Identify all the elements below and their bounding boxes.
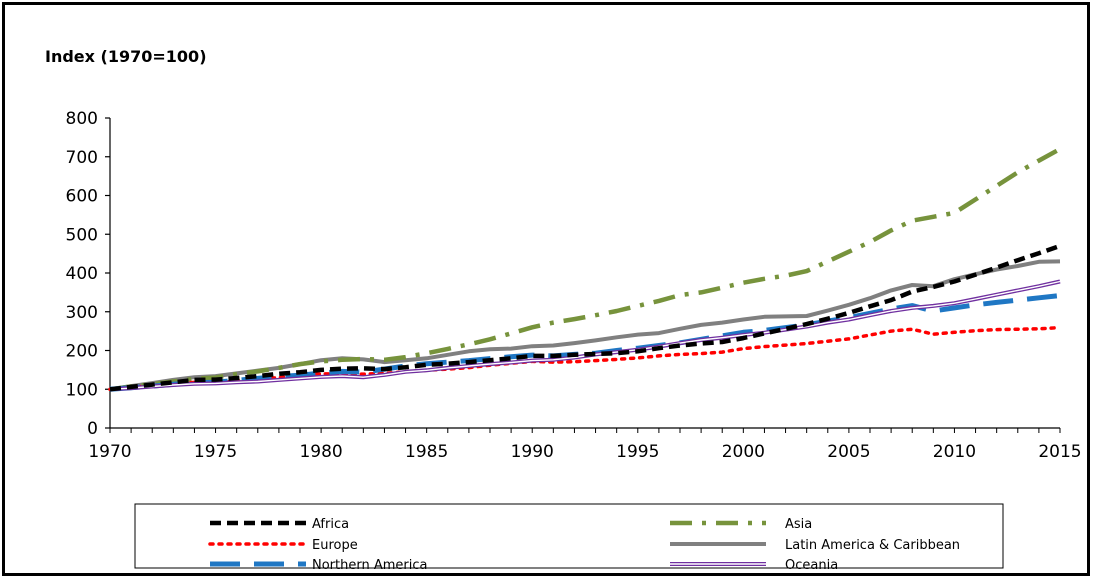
line-chart: Index (1970=100) 0 100 200 300 400 500 600 700 8… xyxy=(45,47,1082,573)
legend-box xyxy=(134,503,1004,569)
legend-label: Northern America xyxy=(312,558,427,573)
series-line-africa xyxy=(109,243,1061,392)
x-tick-label: 1990 xyxy=(511,442,554,462)
x-tick-label: 1970 xyxy=(88,442,131,462)
y-tick-label: 0 xyxy=(87,419,98,439)
x-tick-label: 2015 xyxy=(1038,442,1081,462)
chart-frame: Index (1970=100) 0 100 200 300 400 500 600 700 8… xyxy=(2,2,1090,576)
y-tick-label: 100 xyxy=(66,380,98,400)
x-tick-label: 1995 xyxy=(616,442,659,462)
series-line-europe xyxy=(108,325,1062,392)
legend: Africa Asia Europe Latin America & Caribbea… xyxy=(134,503,1004,573)
legend-label: Europe xyxy=(312,538,358,553)
x-tick-label: 2000 xyxy=(722,442,765,462)
y-axis-title: Index (1970=100) xyxy=(45,47,207,66)
y-tick-label: 300 xyxy=(66,303,98,323)
y-axis: 0 100 200 300 400 500 600 700 800 xyxy=(66,109,111,439)
y-tick-label: 700 xyxy=(66,148,98,168)
y-tick-label: 500 xyxy=(66,225,98,245)
y-tick-label: 800 xyxy=(66,109,98,129)
series-layer xyxy=(108,147,1062,392)
legend-label: Oceania xyxy=(785,558,838,573)
y-tick-label: 600 xyxy=(66,187,98,207)
legend-label: Africa xyxy=(312,517,349,532)
legend-label: Asia xyxy=(785,517,812,532)
x-tick-label: 2010 xyxy=(933,442,976,462)
legend-label: Latin America & Caribbean xyxy=(785,538,960,553)
y-tick-label: 400 xyxy=(66,264,98,284)
x-tick-label: 2005 xyxy=(827,442,870,462)
series-line-northern-america xyxy=(109,293,1061,392)
x-tick-label: 1985 xyxy=(405,442,448,462)
x-tick-label: 1980 xyxy=(299,442,342,462)
x-tick-label: 1975 xyxy=(194,442,237,462)
y-tick-label: 200 xyxy=(66,342,98,362)
x-axis: 1970 1975 1980 1985 1990 1995 2000 2005 2010 2015 xyxy=(88,427,1082,462)
series-line-asia xyxy=(109,147,1062,392)
